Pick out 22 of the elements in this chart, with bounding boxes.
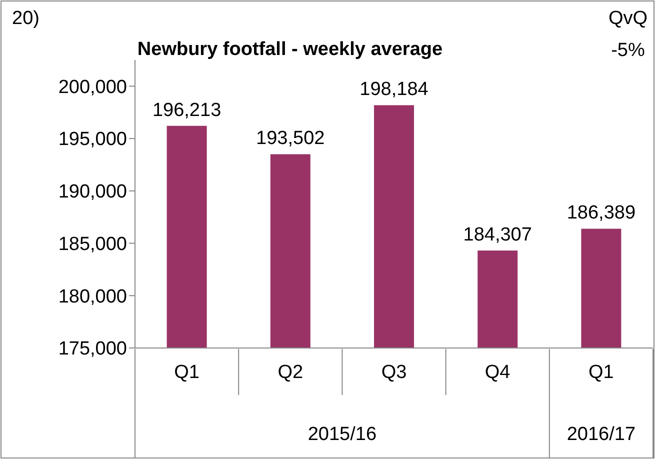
data-label: 184,307 [463,224,532,246]
annotation: -5% [611,40,645,61]
y-tick-label: 185,000 [58,234,127,255]
data-label: 193,502 [256,128,325,150]
text: 20) [12,8,40,29]
x-tick-label: Q4 [484,362,511,383]
y-tick-label: 190,000 [58,182,127,203]
chart-title: Newbury footfall - weekly average [137,39,443,60]
text: 2016/17 [566,424,636,445]
text: 2015/16 [308,424,377,445]
y-tick-label: 175,000 [58,338,127,360]
y-tick-label: 180,000 [58,286,127,308]
x-tick-label: Q2 [278,362,304,383]
x-tick-label: Q1 [174,362,200,383]
y-tick-label: 200,000 [58,76,127,98]
data-label: 196,213 [152,100,222,121]
x-tick-label: Q3 [381,362,407,383]
data-label: 198,184 [360,79,429,100]
text: QvQ [608,8,648,29]
data-label: 186,389 [566,202,636,224]
x-tick-label: Q1 [588,362,614,383]
y-tick-label: 195,000 [58,129,127,150]
